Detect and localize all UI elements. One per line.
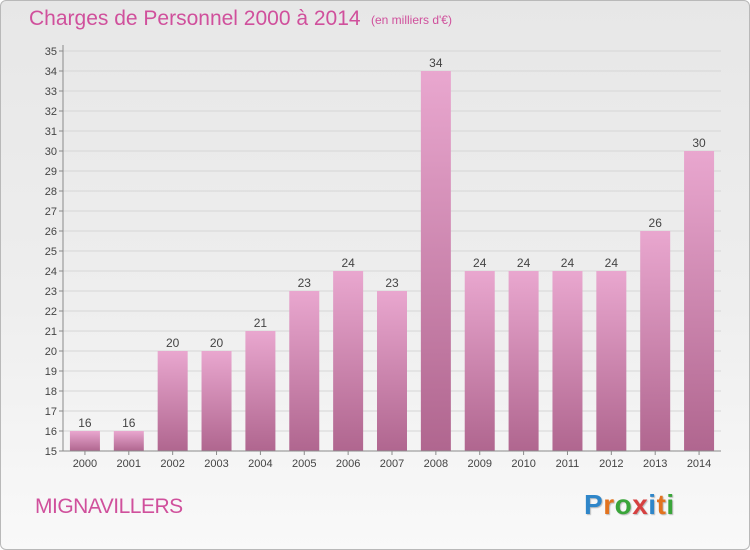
bar-2013 <box>640 231 671 451</box>
y-tick-label: 19 <box>45 366 57 378</box>
bar-2014 <box>684 151 715 451</box>
x-tick-label-2005: 2005 <box>292 458 316 470</box>
y-tick-label: 23 <box>45 286 57 298</box>
y-tick-label: 20 <box>45 346 57 358</box>
y-tick-label: 26 <box>45 226 57 238</box>
bar-2007 <box>377 291 407 451</box>
data-label-2013: 26 <box>649 216 663 230</box>
axes: 15 16 17 18 19 20 21 22 23 24 25 26 27 28 29 30 31 32 33 34… <box>45 45 721 470</box>
data-label-2005: 23 <box>298 276 312 290</box>
data-label-2002: 20 <box>166 336 180 350</box>
y-tick-label: 34 <box>45 66 57 78</box>
bar-2004 <box>245 331 276 451</box>
y-tick-label: 27 <box>45 206 57 218</box>
x-tick-label-2014: 2014 <box>687 458 711 470</box>
chart-title: Charges de Personnel 2000 à 2014 <box>29 7 361 30</box>
data-labels: 16 16 20 20 21 23 24 23 34 24 24 24 24 26 30 <box>78 56 706 430</box>
bar-2001 <box>113 431 144 451</box>
bar-2003 <box>201 351 232 451</box>
y-tick-label: 17 <box>45 406 57 418</box>
x-tick-label-2000: 2000 <box>73 458 97 470</box>
y-tick-label: 30 <box>45 146 57 158</box>
y-tick-label: 31 <box>45 126 57 138</box>
data-label-2014: 30 <box>692 136 706 150</box>
x-tick-label-2013: 2013 <box>643 458 667 470</box>
x-tick-label-2010: 2010 <box>511 458 535 470</box>
bar-2005 <box>289 291 320 451</box>
data-label-2003: 20 <box>210 336 224 350</box>
data-label-2009: 24 <box>473 256 487 270</box>
y-tick-label: 15 <box>45 446 57 458</box>
brand-logo: Proxiti <box>584 489 675 521</box>
y-tick-label: 33 <box>45 86 57 98</box>
data-label-2001: 16 <box>122 416 136 430</box>
y-tick-label: 32 <box>45 106 57 118</box>
bars <box>69 71 715 451</box>
x-tick-label-2009: 2009 <box>467 458 491 470</box>
bar-2010 <box>508 271 539 451</box>
brand-letter: P <box>584 489 604 520</box>
chart-subtitle: (en milliers d'€) <box>371 13 452 27</box>
brand-letter: r <box>603 489 615 520</box>
data-label-2008: 34 <box>429 56 443 70</box>
bar-2000 <box>69 431 100 451</box>
x-tick-label-2012: 2012 <box>599 458 623 470</box>
brand-letter: t <box>656 489 667 520</box>
y-tick-label: 16 <box>45 426 57 438</box>
y-tick-label: 18 <box>45 386 57 398</box>
y-tick-label: 22 <box>45 306 57 318</box>
bar-2012 <box>596 271 627 451</box>
data-label-2012: 24 <box>605 256 619 270</box>
x-tick-label-2006: 2006 <box>336 458 360 470</box>
data-label-2006: 24 <box>341 256 355 270</box>
bar-2006 <box>333 271 364 451</box>
bar-2011 <box>552 271 583 451</box>
x-tick-label-2001: 2001 <box>117 458 141 470</box>
data-label-2000: 16 <box>78 416 92 430</box>
y-tick-label: 21 <box>45 326 57 338</box>
data-label-2011: 24 <box>561 256 575 270</box>
y-tick-label: 25 <box>45 246 57 258</box>
commune-name: MIGNAVILLERS <box>35 495 183 518</box>
y-tick-label: 35 <box>45 46 57 58</box>
data-label-2004: 21 <box>254 316 268 330</box>
x-tick-label-2011: 2011 <box>556 458 580 470</box>
bar-2008 <box>420 71 451 451</box>
brand-letter: x <box>632 489 649 520</box>
x-tick-label-2002: 2002 <box>160 458 184 470</box>
y-tick-label: 29 <box>45 166 57 178</box>
y-tick-label: 24 <box>45 266 57 278</box>
brand-letter: o <box>614 489 633 520</box>
bar-2009 <box>464 271 495 451</box>
x-tick-label-2004: 2004 <box>248 458 272 470</box>
brand-letter: i <box>648 489 657 520</box>
data-label-2007: 23 <box>385 276 399 290</box>
brand-letter: i <box>666 489 675 520</box>
data-label-2010: 24 <box>517 256 531 270</box>
x-tick-label-2003: 2003 <box>204 458 228 470</box>
x-tick-label-2007: 2007 <box>380 458 404 470</box>
bar-2002 <box>157 351 188 451</box>
x-tick-label-2008: 2008 <box>424 458 448 470</box>
y-tick-label: 28 <box>45 186 57 198</box>
